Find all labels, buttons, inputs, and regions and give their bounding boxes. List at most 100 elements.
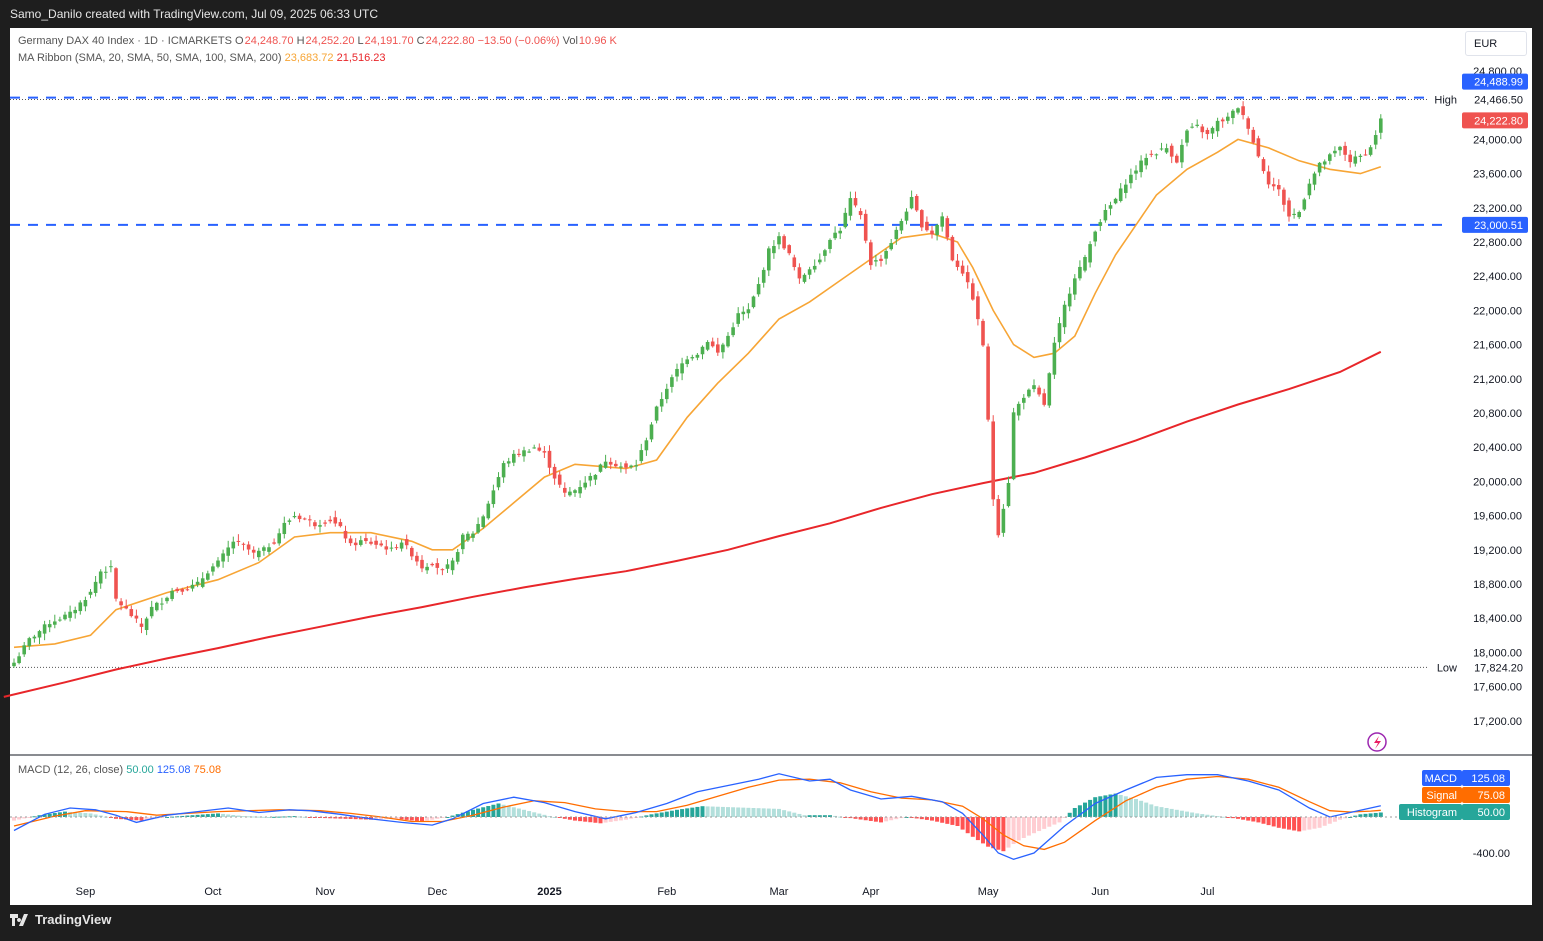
candle-body [1180,144,1184,163]
macd-histogram-bar [88,813,93,817]
candle-body [53,621,57,625]
macd-histogram-bar [583,817,588,822]
macd-histogram-bar [965,817,970,834]
candle-body [1215,120,1220,132]
low-label-tag-bg [1428,659,1462,676]
candle-body [670,377,674,387]
candle-body [282,522,287,535]
macd-histogram-bar [460,812,465,817]
macd-histogram-bar [975,817,980,841]
candle-body [1379,118,1383,133]
macd-histogram-bar [175,816,180,818]
signal-name-tag-bg [1422,787,1462,803]
candle-body [1282,189,1286,205]
macd-histogram-bar [858,817,863,820]
candle-body [996,499,1001,536]
candle-body [950,236,955,261]
macd-histogram-bar [231,815,236,817]
macd-histogram-bar [884,817,889,822]
macd-histogram-bar [833,815,838,817]
time-tick-label: Nov [315,886,335,898]
macd-histogram-bar [353,817,358,820]
price-tick-label: 23,200.00 [1473,203,1522,215]
close-value: 24,222.80 [425,35,475,47]
candle-body [328,519,332,522]
macd-histogram-bar [129,817,134,820]
macd-histogram-bar [537,813,542,817]
candle-body [787,245,791,254]
macd-histogram-bar [333,817,338,819]
macd-histogram-bar [705,806,710,817]
macd-histogram-bar [1179,810,1184,817]
macd-histogram-bar [1266,817,1271,826]
macd-histogram-bar [1276,817,1281,828]
candle-body [721,344,725,353]
candle-body [343,530,348,539]
candle-body [1261,159,1266,172]
candle-body [802,274,807,282]
candle-body [726,335,730,347]
macd-histogram-bar [1037,817,1042,832]
macd-histogram-bar [1241,817,1246,820]
macd-histogram-bar [899,817,904,819]
candle-body [369,541,373,544]
price-tick-label: 20,400.00 [1473,442,1522,454]
macd-histogram-bar [78,812,83,817]
macd-histogram-bar [588,817,593,823]
macd-histogram-bar [1220,816,1225,818]
macd-histogram-bar [1327,817,1332,824]
candle-body [1073,278,1077,295]
candle-body [461,534,465,550]
macd-histogram-bar [22,817,27,819]
macd-histogram-bar [93,814,98,817]
macd-histogram-bar [323,817,328,819]
price-tick-label: 17,600.00 [1473,682,1522,694]
candle-body [308,519,312,521]
macd-histogram-bar [195,814,200,817]
candle-body [716,344,720,353]
macd-histogram-bar [567,817,572,820]
candle-body [532,447,536,449]
macd-histogram-bar [1052,817,1057,825]
candle-body [828,239,832,249]
candle-body [384,546,389,550]
currency-selector[interactable]: EUR [1465,31,1527,56]
candle-body [1149,153,1154,155]
macd-histogram-bar [1026,817,1031,836]
macd-histogram-bar [1271,817,1276,827]
high-value-tag-bg [1462,91,1528,108]
macd-histogram-bar [1113,793,1118,817]
macd-histogram-bar [950,817,955,825]
candle-body [557,474,562,485]
candle-body [1368,147,1373,155]
macd-histogram-bar [914,817,919,819]
macd-histogram-bar [292,816,297,818]
macd-histogram-bar [210,813,215,817]
macd-histogram-bar [1149,804,1154,817]
macd-histogram-bar [522,809,526,817]
candle-body [1001,508,1006,533]
price-tick-label: 19,600.00 [1473,511,1522,523]
candle-body [1246,118,1250,129]
candle-body [98,571,103,584]
candle-body [563,487,567,493]
macd-histogram-bar [1210,815,1215,817]
macd-histogram-bar [807,815,812,817]
price-axis: 24,800.0024,000.0023,600.0023,200.0022,8… [10,66,1532,756]
candle-body [1016,403,1021,416]
currency-label: EUR [1474,38,1498,50]
candle-body [1032,385,1036,390]
candle-body [741,311,746,315]
candle-body [302,518,307,520]
ma-line-sma-20 [13,138,1382,649]
candles[interactable] [12,101,1383,668]
macd-histogram-bar [1256,817,1261,823]
candle-body [471,533,475,538]
macd-histogram-bar [532,812,537,817]
macd-histogram-bar [746,807,751,817]
candle-body [761,269,766,283]
price-tick-label: 20,800.00 [1473,408,1522,420]
candle-body [134,615,139,619]
macd-histogram-bar [1358,814,1363,817]
